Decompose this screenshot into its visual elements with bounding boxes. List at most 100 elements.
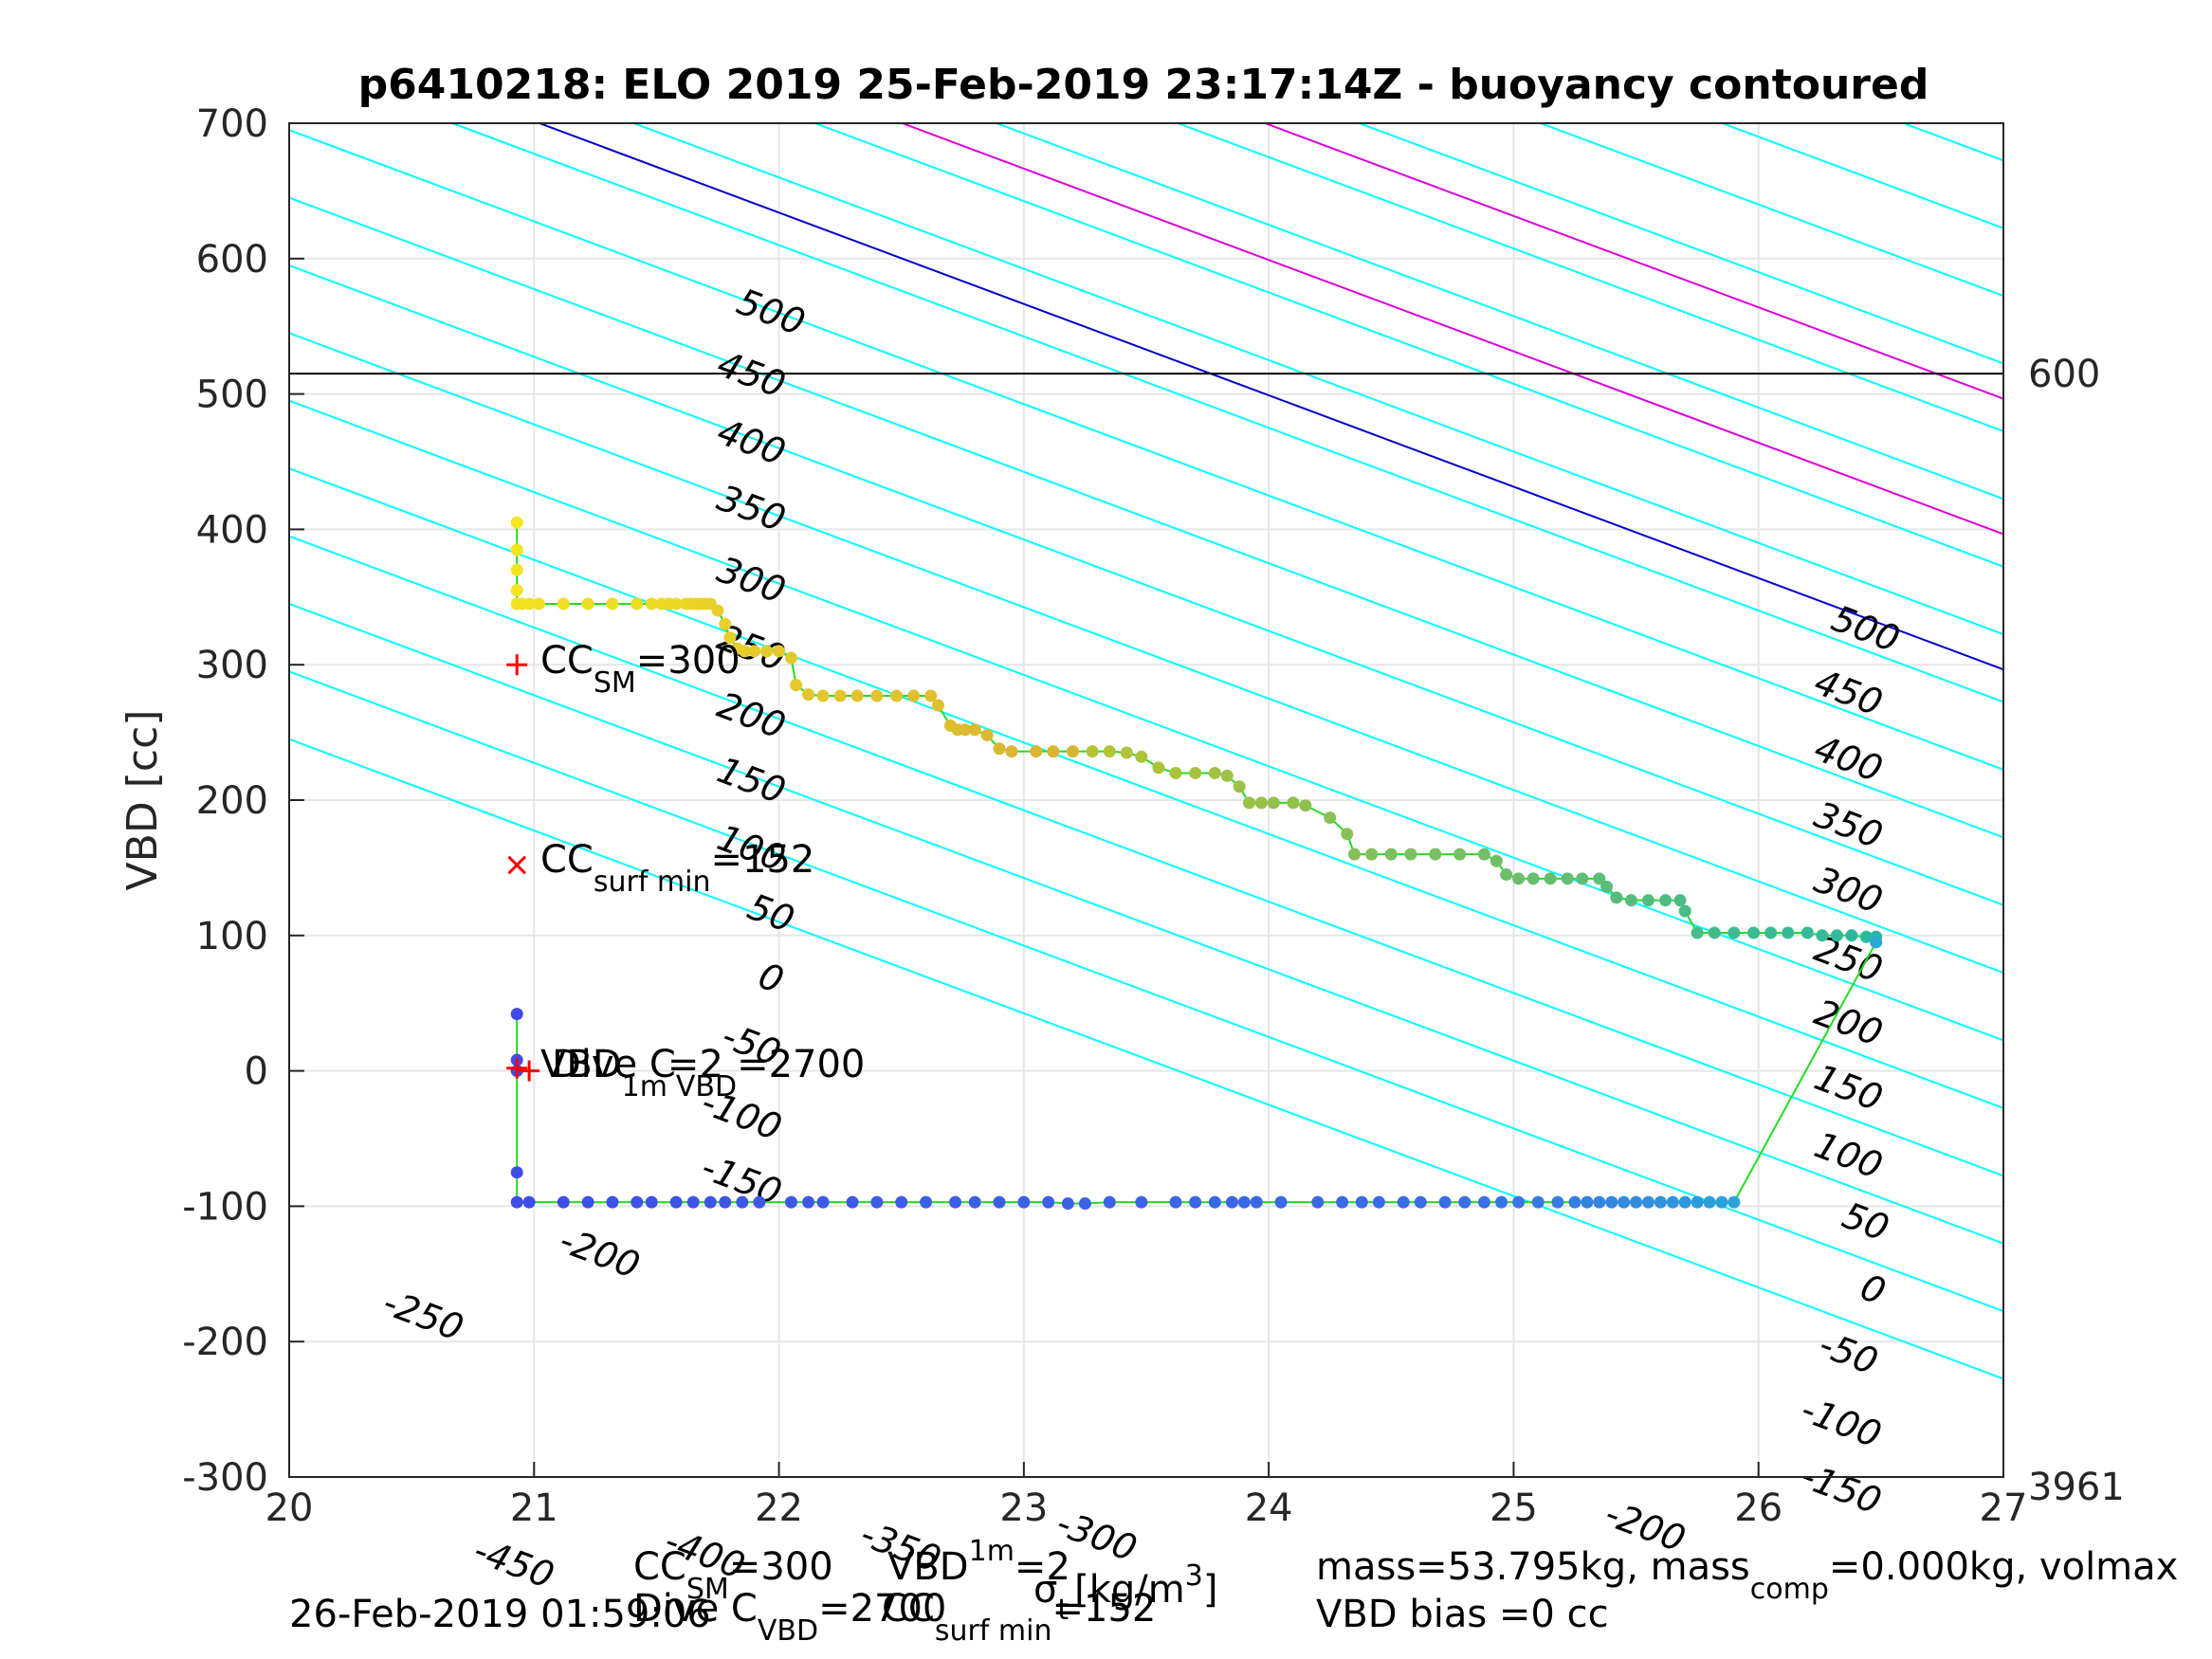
data-point (816, 689, 830, 702)
data-point (1624, 894, 1637, 907)
contour-line (289, 332, 2003, 975)
data-point (522, 1195, 536, 1209)
data-point (980, 728, 994, 741)
data-point (1782, 926, 1795, 939)
x-tick-label: 21 (510, 1486, 558, 1530)
data-point (711, 604, 724, 617)
data-point (557, 597, 570, 611)
y-tick-label: -100 (182, 1185, 268, 1229)
data-point (920, 1195, 933, 1209)
data-point (1816, 929, 1829, 942)
data-point (816, 1195, 830, 1209)
footer-vbd: VBD1m=2 (887, 1535, 1070, 1589)
data-point (959, 723, 972, 737)
data-point (1715, 1195, 1728, 1209)
data-point (1551, 1195, 1564, 1209)
data-point (686, 1195, 700, 1209)
data-point (1078, 1197, 1091, 1211)
data-point (1225, 1195, 1238, 1209)
data-point (1605, 1195, 1618, 1209)
data-point (968, 723, 981, 737)
data-point (1830, 929, 1843, 942)
data-point (1208, 1195, 1221, 1209)
data-point (1610, 891, 1623, 904)
contour-line (289, 467, 2003, 1109)
data-point (1267, 796, 1280, 810)
data-point (631, 597, 644, 611)
data-point (631, 1195, 644, 1209)
data-point (870, 689, 884, 702)
data-point (748, 645, 761, 658)
data-point (719, 617, 732, 630)
data-point (890, 689, 904, 702)
data-point (1500, 868, 1513, 882)
data-points (510, 516, 1883, 1211)
data-point (1336, 1195, 1349, 1209)
data-point (723, 631, 737, 645)
data-point (1512, 1195, 1526, 1209)
data-point (510, 1008, 523, 1021)
y-tick-label: 700 (196, 102, 268, 146)
y-tick-label: 600 (196, 238, 268, 282)
data-point (581, 597, 594, 611)
x-tick-label: 22 (755, 1486, 803, 1530)
x-tick-label: 24 (1245, 1486, 1293, 1530)
data-point (1581, 1195, 1594, 1209)
data-point (1030, 745, 1043, 758)
y-tick-label: 0 (245, 1050, 268, 1094)
data-point (1067, 745, 1080, 758)
data-point (1372, 1195, 1385, 1209)
data-point (719, 1195, 732, 1209)
data-point (1576, 872, 1589, 885)
buoyancy-contours (289, 123, 2003, 1380)
contour-line (994, 123, 2003, 501)
data-point (1242, 796, 1255, 810)
highlight-contours (537, 123, 2003, 671)
contour-line (289, 603, 2003, 1245)
data-point (1208, 766, 1221, 779)
data-point (1086, 745, 1099, 758)
data-point (1103, 1195, 1116, 1209)
footer-cc-surf: CCsurf min=152 (882, 1587, 1156, 1648)
data-point (1659, 894, 1673, 907)
y-axis-label: VBD [cc] (119, 710, 167, 891)
contour-line (289, 738, 2003, 1380)
data-point (581, 1195, 594, 1209)
data-point (1641, 894, 1654, 907)
data-point (850, 689, 864, 702)
data-point (1348, 848, 1362, 861)
data-point (1666, 1195, 1679, 1209)
data-point (1453, 848, 1467, 861)
contour-line (449, 123, 2003, 703)
reference-markers (506, 654, 540, 1082)
data-point (1169, 1195, 1182, 1209)
y-tick-label: 400 (196, 508, 268, 552)
x-axis-ticks: 20 21 22 23 24 25 26 27 (265, 1462, 2028, 1530)
data-point (802, 1195, 815, 1209)
x-tick-label: 27 (1980, 1486, 2028, 1530)
data-point (510, 584, 523, 597)
data-point (790, 679, 803, 692)
footer-cc-sm: CCSM=300 (633, 1545, 833, 1606)
data-point (1429, 848, 1442, 861)
data-point (1324, 811, 1337, 825)
depth-reference-line: 600 3961 (289, 353, 2125, 1509)
data-point (1274, 1195, 1288, 1209)
data-point (907, 689, 921, 702)
data-point (1673, 894, 1687, 907)
data-point (1311, 1195, 1325, 1209)
data-point (645, 1195, 658, 1209)
data-point (1414, 1195, 1427, 1209)
data-point (1801, 926, 1814, 939)
data-point (1042, 1195, 1055, 1209)
contour-line (289, 129, 2003, 771)
data-point (1189, 766, 1202, 779)
data-point (1747, 926, 1761, 939)
data-point (1703, 1195, 1716, 1209)
data-point (1593, 872, 1606, 885)
data-point (949, 1195, 962, 1209)
data-point (1355, 1195, 1368, 1209)
data-point (704, 1195, 717, 1209)
y-tick-label: -300 (182, 1456, 268, 1500)
